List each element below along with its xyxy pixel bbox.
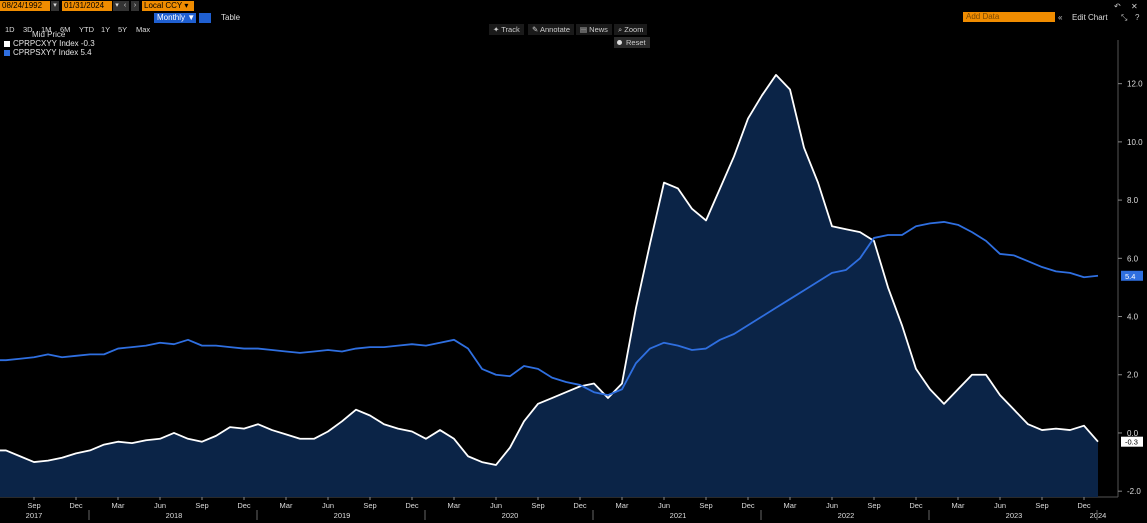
range-ytd[interactable]: YTD <box>79 25 94 34</box>
x-tick-label: Jun <box>154 501 166 510</box>
y-tick-label: 10.0 <box>1127 138 1143 147</box>
x-tick-label: Mar <box>616 501 629 510</box>
x-tick-label: Sep <box>363 501 376 510</box>
legend-header: Mid Price <box>32 30 66 39</box>
x-tick-label: Dec <box>573 501 587 510</box>
legend-item[interactable]: CPRPCXYY Index -0.3 <box>4 39 95 48</box>
x-tick-label: Sep <box>531 501 544 510</box>
annotate-label: Annotate <box>539 25 570 34</box>
end-date-picker-icon[interactable]: ▾ <box>113 1 121 11</box>
x-tick-label: Jun <box>322 501 334 510</box>
x-tick-label: Sep <box>27 501 40 510</box>
line-chart-icon[interactable] <box>199 13 211 23</box>
x-tick-label: Sep <box>699 501 712 510</box>
series-line-cprpcxyy <box>0 74 1099 466</box>
x-tick-label: Jun <box>994 501 1006 510</box>
plot-area <box>0 74 1099 497</box>
resize-icon[interactable]: ⤡ <box>1121 13 1128 22</box>
y-tick-label: -2.0 <box>1127 487 1141 496</box>
x-tick-label: Sep <box>867 501 880 510</box>
range-1m[interactable]: 1M <box>41 25 52 34</box>
x-tick-label: Dec <box>69 501 83 510</box>
x-tick-label: Sep <box>195 501 208 510</box>
start-date-field[interactable]: 08/24/1992 <box>0 1 50 11</box>
y-tick-label: 0.0 <box>1127 429 1139 438</box>
x-tick-label: Dec <box>741 501 755 510</box>
x-year-label: 2017 <box>26 511 43 520</box>
legend: Mid Price CPRPCXYY Index -0.3 CPRPSXYY I… <box>4 30 95 57</box>
start-date-picker-icon[interactable]: ▾ <box>51 1 59 11</box>
legend-swatch-blue <box>4 49 10 56</box>
x-tick-label: Mar <box>448 501 461 510</box>
reset-icon <box>617 40 622 45</box>
x-year-label: 2023 <box>1006 511 1023 520</box>
next-arrow-icon[interactable]: › <box>131 1 139 11</box>
prev-arrow-icon[interactable]: ‹ <box>121 1 129 11</box>
range-1d[interactable]: 1D <box>5 25 15 34</box>
x-year-label: 2024 <box>1090 511 1107 520</box>
add-data-input[interactable]: Add Data <box>963 12 1055 22</box>
top-toolbar: 08/24/1992 ▾ 01/31/2024 ▾ ‹ › Local CCY … <box>0 0 1147 12</box>
x-tick-label: Dec <box>237 501 251 510</box>
frequency-select[interactable]: Monthly ▼ <box>154 13 196 23</box>
x-year-label: 2020 <box>502 511 519 520</box>
close-icon[interactable]: ✕ <box>1131 2 1138 11</box>
legend-label: CPRPCXYY Index -0.3 <box>13 39 95 48</box>
reset-label: Reset <box>626 38 646 47</box>
x-year-label: 2018 <box>166 511 183 520</box>
x-tick-label: Sep <box>1035 501 1048 510</box>
x-tick-label: Dec <box>405 501 419 510</box>
y-tick-label: 12.0 <box>1127 80 1143 89</box>
x-tick-label: Dec <box>909 501 923 510</box>
undo-icon[interactable]: ↶ <box>1114 2 1121 11</box>
collapse-icon[interactable]: « <box>1058 13 1063 22</box>
frequency-label: Monthly <box>157 13 186 22</box>
end-date-field[interactable]: 01/31/2024 <box>62 1 112 11</box>
y-tick-label: 6.0 <box>1127 254 1139 263</box>
zoom-button[interactable]: ⌕ Zoom <box>614 24 648 35</box>
x-tick-label: Jun <box>490 501 502 510</box>
help-icon[interactable]: ? <box>1135 13 1140 22</box>
last-value-tag <box>1121 436 1143 447</box>
y-tick-label: 8.0 <box>1127 196 1139 205</box>
range-1y[interactable]: 1Y <box>101 25 111 34</box>
track-label: Track <box>501 25 520 34</box>
series-area-fill <box>0 74 1098 497</box>
currency-select[interactable]: Local CCY ▾ <box>142 1 194 11</box>
x-year-label: 2019 <box>334 511 351 520</box>
annotate-button[interactable]: ✎ Annotate <box>528 24 574 35</box>
reset-button[interactable]: Reset <box>614 37 650 48</box>
track-button[interactable]: ✦ Track <box>489 24 524 35</box>
news-label: News <box>589 25 608 34</box>
legend-label: CPRPSXYY Index 5.4 <box>13 48 92 57</box>
x-tick-label: Mar <box>784 501 797 510</box>
x-year-label: 2022 <box>838 511 855 520</box>
edit-chart-button[interactable]: Edit Chart <box>1072 13 1108 22</box>
range-5y[interactable]: 5Y <box>118 25 128 34</box>
currency-label: Local CCY <box>144 1 183 10</box>
last-value-tag <box>1121 270 1143 281</box>
x-tick-label: Mar <box>952 501 965 510</box>
last-value-label: 5.4 <box>1125 272 1135 281</box>
x-tick-label: Jun <box>658 501 670 510</box>
x-tick-label: Mar <box>280 501 293 510</box>
range-6m[interactable]: 6M <box>60 25 71 34</box>
last-value-label: -0.3 <box>1125 438 1138 447</box>
x-tick-label: Jun <box>826 501 838 510</box>
series-line-cprpsxyy <box>0 221 1099 397</box>
x-year-label: 2021 <box>670 511 687 520</box>
y-tick-label: 4.0 <box>1127 313 1139 322</box>
x-tick-label: Dec <box>1077 501 1091 510</box>
news-button[interactable]: ▤ News <box>576 24 612 35</box>
x-tick-label: Mar <box>112 501 125 510</box>
legend-swatch-white <box>4 40 10 47</box>
zoom-label: Zoom <box>624 25 644 34</box>
range-toolbar: 1D 3D 1M 6M YTD 1Y 5Y Max <box>0 12 1147 34</box>
legend-item[interactable]: CPRPSXYY Index 5.4 <box>4 48 95 57</box>
table-button[interactable]: Table <box>221 13 241 22</box>
range-max[interactable]: Max <box>136 25 151 34</box>
range-3d[interactable]: 3D <box>23 25 33 34</box>
y-tick-label: 2.0 <box>1127 371 1139 380</box>
